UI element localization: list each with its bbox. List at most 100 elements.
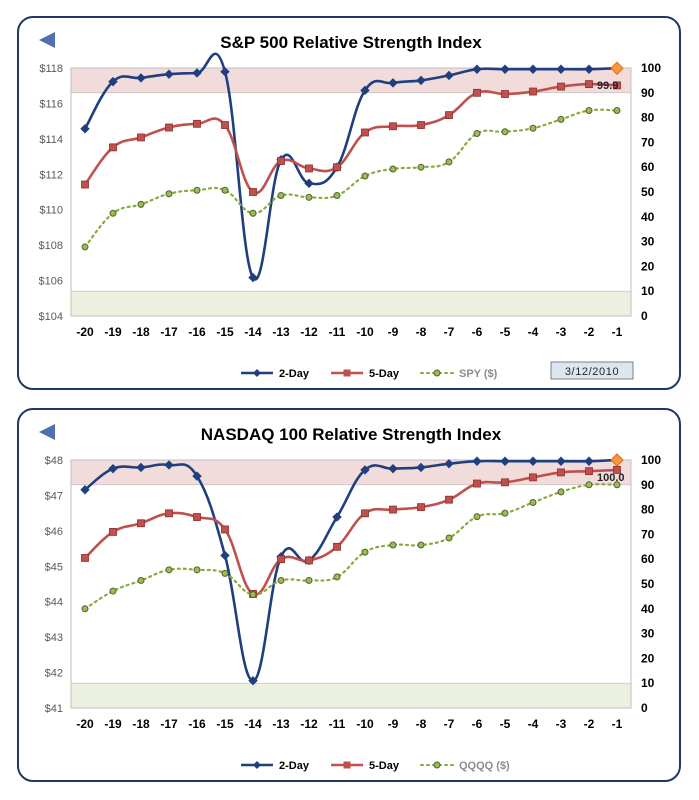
left-axis-tick-label: $112 xyxy=(39,169,63,181)
data-point xyxy=(109,528,117,536)
data-point xyxy=(613,466,621,474)
data-point xyxy=(109,143,117,152)
data-point xyxy=(388,78,398,88)
data-point xyxy=(529,124,537,132)
right-axis-tick-label: 0 xyxy=(641,309,648,323)
data-point xyxy=(165,566,173,574)
legend-marker xyxy=(253,369,261,377)
legend-item: 2-Day xyxy=(241,368,310,380)
right-axis-tick-label: 50 xyxy=(641,185,655,199)
x-axis-tick-label: -8 xyxy=(416,717,427,731)
right-axis-tick-label: 10 xyxy=(641,284,655,298)
data-point xyxy=(81,554,89,562)
data-point xyxy=(333,192,341,200)
x-axis-tick-label: -3 xyxy=(556,325,567,339)
back-arrow-icon[interactable] xyxy=(39,424,55,440)
data-point xyxy=(361,509,369,518)
data-point xyxy=(305,576,313,584)
data-point xyxy=(529,87,537,96)
x-axis-tick-label: -6 xyxy=(472,325,483,339)
data-point xyxy=(389,122,397,131)
x-axis-tick-label: -19 xyxy=(104,325,122,339)
right-axis-tick-label: 30 xyxy=(641,235,655,249)
data-point xyxy=(80,124,90,134)
x-axis-tick-label: -1 xyxy=(612,325,623,339)
data-point xyxy=(500,456,510,466)
data-point xyxy=(109,209,117,217)
x-axis-tick-label: -7 xyxy=(444,325,455,339)
back-arrow-icon[interactable] xyxy=(39,32,55,48)
right-axis-tick-label: 80 xyxy=(641,503,655,517)
plot-area xyxy=(70,67,632,317)
x-axis-tick-label: -4 xyxy=(528,717,539,731)
x-axis-tick-label: -2 xyxy=(584,325,595,339)
data-point xyxy=(528,456,538,466)
data-point xyxy=(81,243,89,251)
sp500-rsi-chart: S&P 500 Relative Strength Index $118 $116 $… xyxy=(39,33,662,380)
data-point xyxy=(164,460,174,470)
data-point xyxy=(557,468,565,477)
data-point xyxy=(501,90,509,98)
right-axis-tick-label: 10 xyxy=(641,676,655,690)
data-point xyxy=(193,566,201,574)
x-axis-tick-label: -18 xyxy=(132,325,150,339)
series-line xyxy=(83,483,619,610)
left-axis-tick-label: $47 xyxy=(45,490,63,502)
series-2-day xyxy=(80,453,624,686)
x-axis-tick-label: -20 xyxy=(76,325,94,339)
left-axis-tick-label: $118 xyxy=(39,63,63,75)
data-point xyxy=(388,463,398,474)
legend-label: 5-Day xyxy=(369,760,400,772)
data-point xyxy=(304,178,314,189)
data-point xyxy=(249,591,257,599)
right-axis-tick-label: 90 xyxy=(641,86,655,100)
data-point xyxy=(81,180,89,189)
date-box: 3/12/2010 xyxy=(550,361,634,380)
data-point xyxy=(584,456,594,466)
data-point xyxy=(249,188,257,196)
data-point xyxy=(305,164,313,173)
data-point xyxy=(501,478,509,487)
x-axis-tick-label: -17 xyxy=(160,325,178,339)
chart-title: S&P 500 Relative Strength Index xyxy=(220,33,482,52)
plot-area xyxy=(70,459,632,709)
x-axis-tick-label: -4 xyxy=(528,325,539,339)
left-axis-tick-label: $45 xyxy=(45,561,63,573)
x-axis-tick-label: -3 xyxy=(556,717,567,731)
legend-marker xyxy=(343,369,351,377)
data-point xyxy=(585,467,593,476)
x-axis-tick-label: -18 xyxy=(132,717,150,731)
data-point xyxy=(501,128,509,136)
legend-item: 5-Day xyxy=(331,368,400,380)
x-axis-tick-label: -5 xyxy=(500,717,511,731)
data-point xyxy=(389,505,397,514)
data-point xyxy=(248,676,258,686)
right-axis-tick-label: 20 xyxy=(641,651,655,665)
sp500-rsi-chart-panel: S&P 500 Relative Strength Index $118 $116 $… xyxy=(17,16,681,390)
right-axis-tick-label: 100 xyxy=(641,61,661,75)
x-axis-tick-label: -9 xyxy=(388,325,399,339)
data-point xyxy=(165,509,173,518)
x-axis-tick-label: -19 xyxy=(104,717,122,731)
data-point xyxy=(444,459,454,469)
data-point xyxy=(221,525,229,534)
data-point xyxy=(501,509,509,517)
data-point xyxy=(444,70,454,81)
data-point xyxy=(165,190,173,198)
x-axis-tick-label: -16 xyxy=(188,717,206,731)
data-point xyxy=(277,576,285,584)
x-axis-tick-label: -10 xyxy=(356,717,374,731)
data-point xyxy=(556,456,566,466)
data-point xyxy=(360,465,370,475)
left-axis-tick-label: $104 xyxy=(39,311,63,323)
data-point xyxy=(473,88,481,97)
data-point xyxy=(610,61,624,75)
data-point xyxy=(473,130,481,138)
data-point xyxy=(417,163,425,171)
overbought-band xyxy=(70,459,632,486)
data-point xyxy=(557,115,565,123)
right-axis-tick-label: 70 xyxy=(641,527,655,541)
date-box-frame xyxy=(550,361,634,380)
end-value-label: 99.9 xyxy=(597,80,618,92)
x-axis-tick-label: -14 xyxy=(244,717,262,731)
